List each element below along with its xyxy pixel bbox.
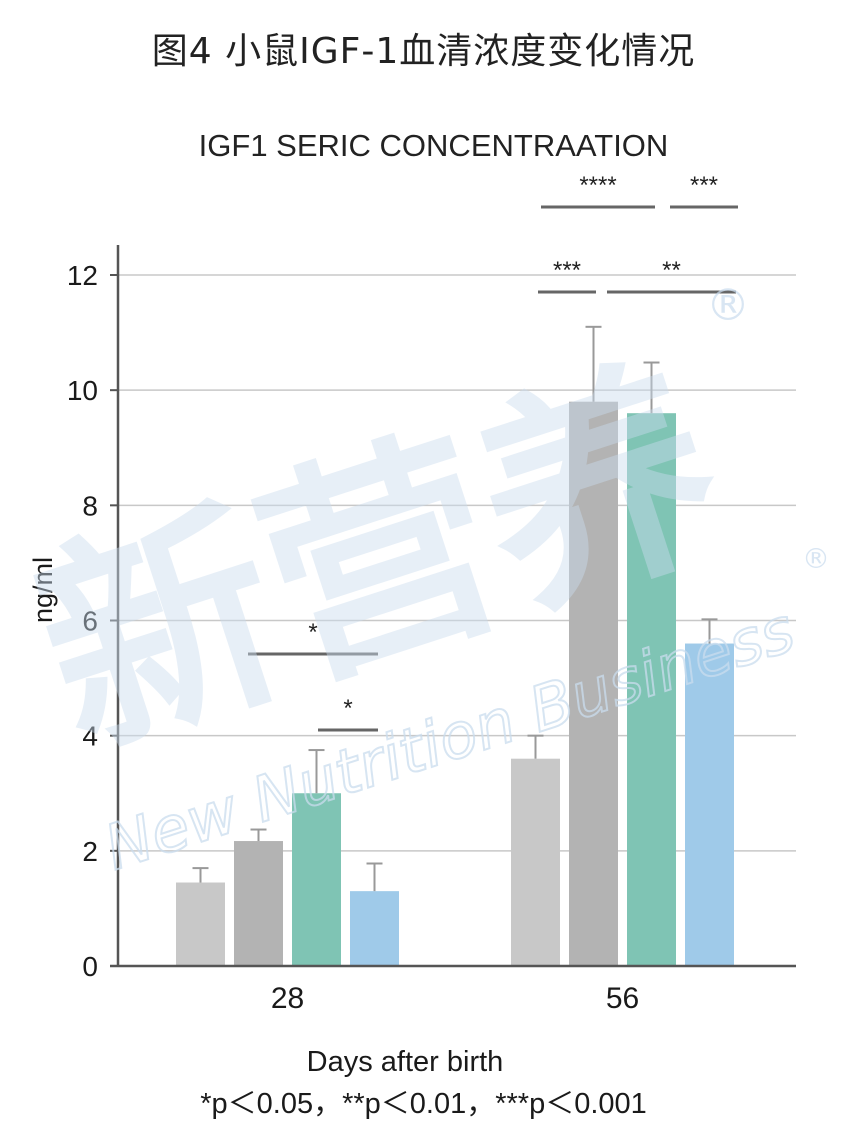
bar — [176, 882, 225, 966]
x-tick-label: 56 — [606, 982, 639, 1015]
bar — [350, 891, 399, 966]
chart-title: IGF1 SERIC CONCENTRAATION — [198, 128, 669, 163]
y-tick-label: 12 — [67, 260, 98, 291]
y-tick-label: 4 — [82, 721, 98, 752]
bar — [292, 793, 341, 966]
significance-label: ** — [662, 257, 681, 284]
bar — [569, 401, 618, 966]
y-tick-label: 0 — [82, 951, 98, 982]
figure-caption: 图4 小鼠IGF-1血清浓度变化情况 — [151, 31, 696, 72]
significance-label: **** — [579, 172, 616, 199]
y-tick-label: 2 — [82, 836, 98, 867]
significance-label: * — [308, 619, 317, 646]
significance-footnote: *p＜0.05，**p＜0.01，***p＜0.001 — [200, 1088, 647, 1120]
x-tick-label: 28 — [271, 982, 304, 1015]
y-tick-label: 8 — [82, 490, 98, 521]
bar — [511, 758, 560, 966]
y-tick-label: 6 — [82, 606, 98, 637]
significance-label: * — [343, 695, 352, 722]
significance-label: *** — [690, 172, 718, 199]
y-tick-label: 10 — [67, 375, 98, 406]
significance-label: *** — [553, 257, 581, 284]
x-axis-label: Days after birth — [307, 1046, 504, 1078]
bar — [627, 413, 676, 966]
bar — [234, 841, 283, 966]
bar — [685, 643, 734, 966]
y-axis-label: ng/ml — [28, 557, 58, 623]
